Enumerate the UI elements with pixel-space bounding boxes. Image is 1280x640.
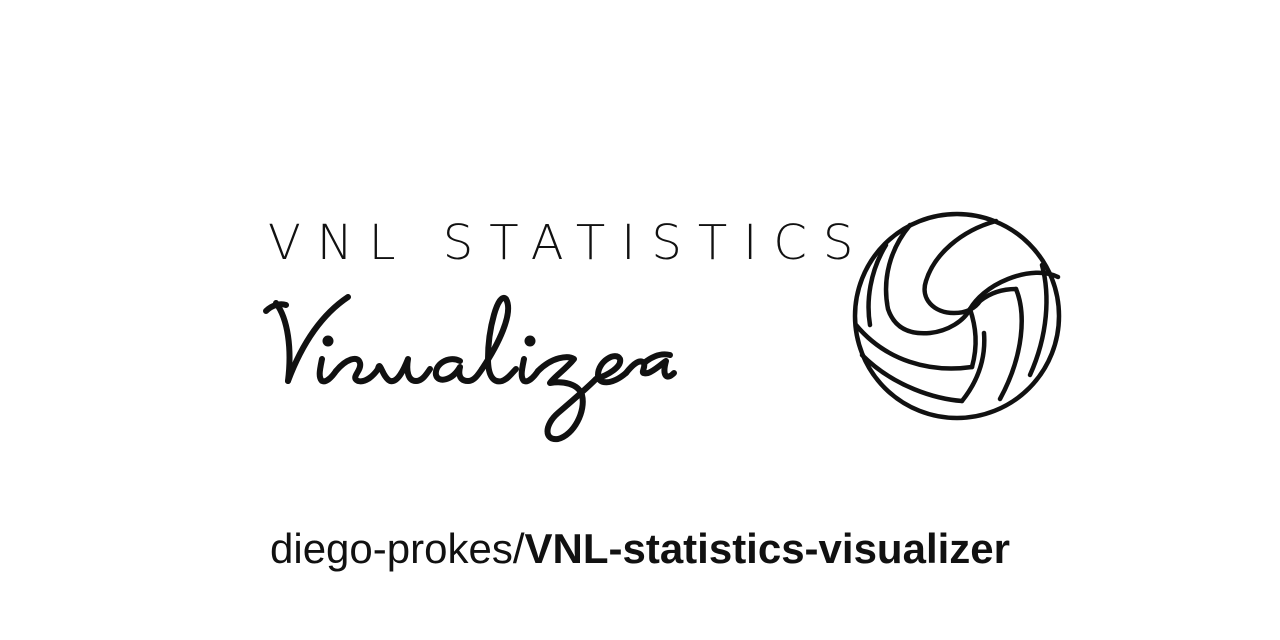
logo-script-wordmark bbox=[263, 294, 677, 443]
repo-owner: diego-prokes/ bbox=[270, 525, 525, 572]
repo-name: VNL-statistics-visualizer bbox=[524, 525, 1010, 572]
logo-title: VNL STATISTICS bbox=[268, 215, 870, 271]
repo-path: diego-prokes/VNL-statistics-visualizer bbox=[0, 524, 1280, 574]
logo: VNL STATISTICS bbox=[262, 205, 1072, 455]
volleyball-icon bbox=[852, 211, 1062, 421]
